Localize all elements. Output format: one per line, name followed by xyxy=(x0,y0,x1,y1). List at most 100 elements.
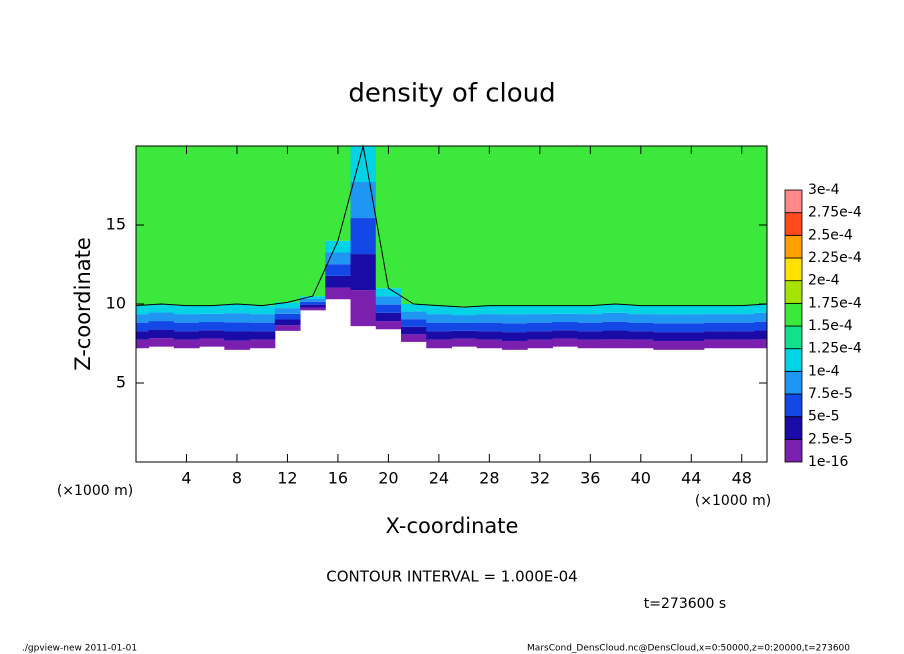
footer-left: ./gpview-new 2011-01-01 xyxy=(22,644,137,654)
time-note: t=273600 s xyxy=(644,596,726,612)
field-cell xyxy=(577,314,604,323)
contour-line xyxy=(135,145,768,308)
field-cell xyxy=(199,322,225,331)
field-cell xyxy=(199,330,225,339)
field-cell xyxy=(577,322,604,332)
field-cell xyxy=(325,240,352,253)
field-cell xyxy=(325,264,352,276)
colorbar-box xyxy=(784,302,803,327)
field-cell xyxy=(501,314,528,324)
field-cell xyxy=(552,338,579,347)
field-cell xyxy=(224,322,251,332)
field-cell xyxy=(136,314,150,323)
field-cell xyxy=(173,322,200,332)
field-cell xyxy=(628,314,654,323)
footer-right: MarsCond_DensCloud.nc@DensCloud,x=0:5000… xyxy=(527,644,850,654)
field-cell xyxy=(501,305,528,315)
field-cell xyxy=(703,314,730,323)
field-cell xyxy=(754,330,768,340)
field-cell xyxy=(173,331,200,340)
field-cell xyxy=(401,319,427,327)
field-cell xyxy=(678,146,705,306)
field-cell xyxy=(325,275,352,288)
field-cell xyxy=(136,305,150,315)
field-cell xyxy=(729,305,755,315)
field-cell xyxy=(350,218,377,255)
colorbar-box xyxy=(784,416,803,440)
field-cell xyxy=(501,332,528,341)
field-cell xyxy=(199,313,225,323)
field-cell xyxy=(577,305,604,315)
field-cell xyxy=(754,321,768,331)
field-cell xyxy=(350,182,377,219)
field-cell xyxy=(136,339,150,349)
field-cell xyxy=(136,331,150,340)
colorbar-box xyxy=(784,325,803,350)
field-cell xyxy=(602,321,629,331)
field-cell xyxy=(476,339,503,349)
field-cell xyxy=(602,330,629,340)
colorbar-label: 1e-16 xyxy=(808,454,848,470)
field-cell xyxy=(527,322,553,332)
x-tick-label: 8 xyxy=(232,469,242,488)
x-tick-label: 24 xyxy=(429,469,449,488)
field-cell xyxy=(451,307,478,316)
field-cell xyxy=(199,305,225,314)
field-cell xyxy=(729,339,755,349)
field-cell xyxy=(628,305,654,315)
field-cell xyxy=(249,331,276,340)
field-cell xyxy=(451,315,478,323)
field-cell xyxy=(173,339,200,349)
field-cell xyxy=(300,298,326,302)
field-cell xyxy=(527,305,553,315)
field-cell xyxy=(224,304,251,314)
field-cell xyxy=(274,325,301,331)
field-cell xyxy=(224,331,251,341)
field-cell xyxy=(476,322,503,332)
field-cell xyxy=(249,339,276,349)
field-cell xyxy=(653,323,680,333)
field-cell xyxy=(375,312,402,322)
colorbar-label: 1.5e-4 xyxy=(808,318,853,334)
x-tick-label: 48 xyxy=(732,469,752,488)
colorbar-box xyxy=(784,370,803,395)
colorbar-label: 2.5e-5 xyxy=(808,431,853,447)
field-cell xyxy=(375,146,402,289)
field-cell xyxy=(602,312,629,322)
colorbar-label: 1.25e-4 xyxy=(808,341,862,357)
field-cell xyxy=(476,305,503,315)
field-cell xyxy=(401,311,427,320)
field-cell xyxy=(678,314,705,324)
field-cell xyxy=(628,146,654,306)
field-cell xyxy=(729,331,755,340)
field-cell xyxy=(274,146,301,303)
field-cell xyxy=(628,339,654,349)
field-cell xyxy=(401,146,427,304)
colorbar-box xyxy=(784,438,803,463)
colorbar-label: 5e-5 xyxy=(808,409,839,425)
field-cell xyxy=(754,304,768,313)
field-cell xyxy=(350,146,377,183)
field-cell xyxy=(136,322,150,332)
field-cell xyxy=(274,302,301,309)
field-cell xyxy=(678,323,705,333)
field-cell xyxy=(703,331,730,340)
y-tick-label: 15 xyxy=(106,215,126,234)
field-cell xyxy=(350,254,377,291)
field-cell xyxy=(754,339,768,349)
field-cell xyxy=(401,334,427,342)
x-unit-label: (×1000 m) xyxy=(57,483,133,499)
field-cell xyxy=(527,146,553,306)
field-cell xyxy=(653,332,680,341)
field-cell xyxy=(552,305,579,314)
field-cell xyxy=(703,146,730,306)
field-cell xyxy=(476,314,503,323)
colorbar-label: 3e-4 xyxy=(808,182,840,198)
field-cell xyxy=(653,340,680,350)
field-cell xyxy=(678,305,705,315)
field-cell xyxy=(274,313,301,320)
axes: 4 8 12 16 20 24 28 32 36 40 44 48510151e-162.5e-55e… xyxy=(106,145,862,488)
field-cell xyxy=(325,146,352,241)
field-cell xyxy=(375,288,402,297)
field-cell xyxy=(602,339,629,349)
